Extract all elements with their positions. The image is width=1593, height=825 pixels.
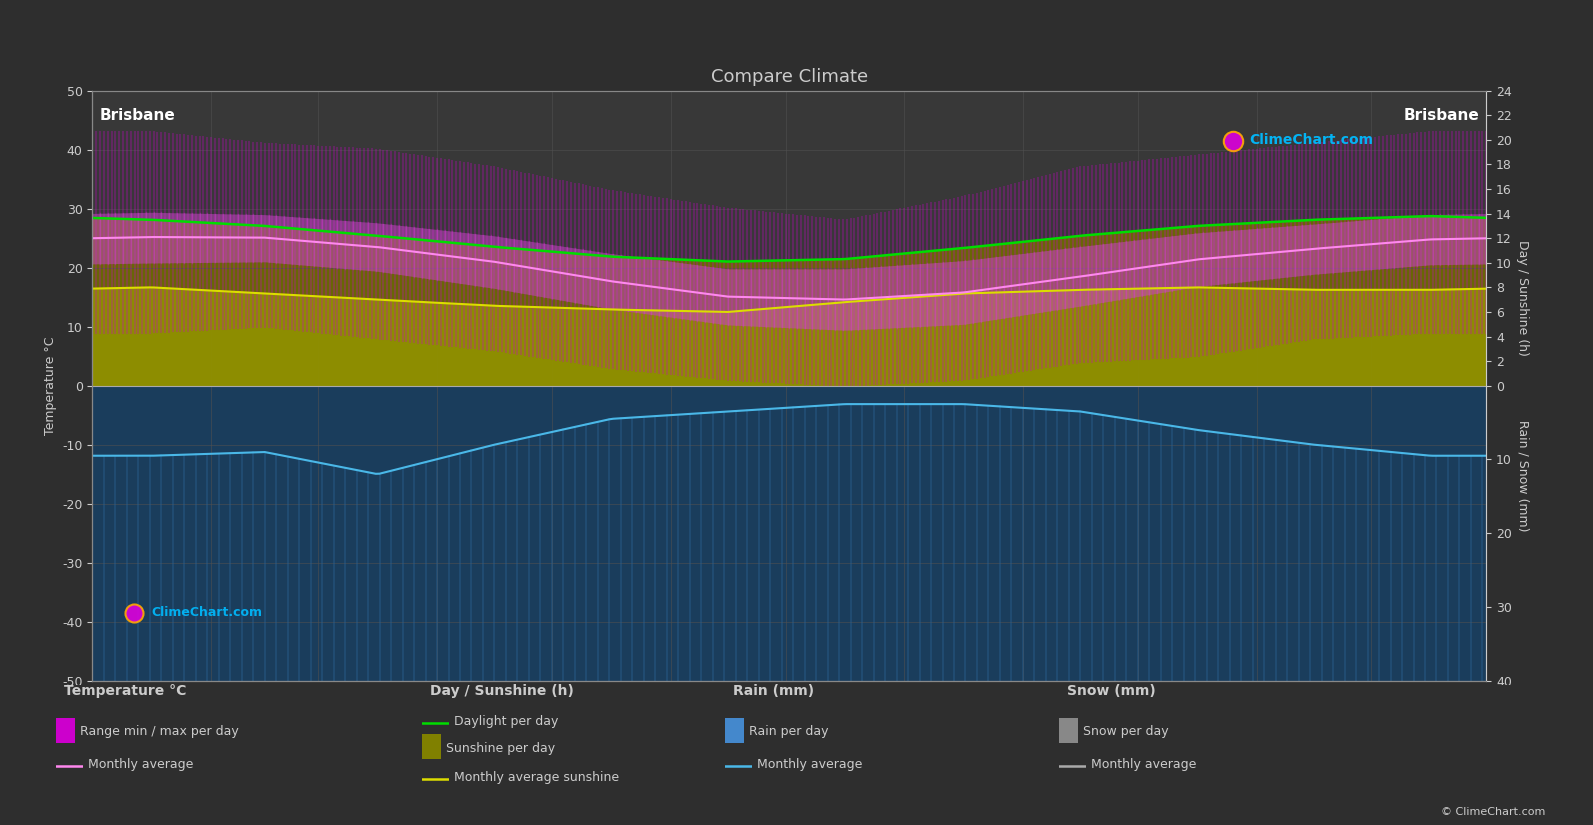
Text: © ClimeChart.com: © ClimeChart.com <box>1440 807 1545 817</box>
Text: Day / Sunshine (h): Day / Sunshine (h) <box>430 684 573 698</box>
Y-axis label: Temperature °C: Temperature °C <box>43 337 57 435</box>
Text: Monthly average: Monthly average <box>1091 758 1196 771</box>
Text: Range min / max per day: Range min / max per day <box>80 725 239 738</box>
Y-axis label: Day / Sunshine (h)                Rain / Snow (mm): Day / Sunshine (h) Rain / Snow (mm) <box>1515 240 1529 531</box>
Text: Brisbane: Brisbane <box>1403 108 1480 124</box>
Text: Sunshine per day: Sunshine per day <box>446 742 556 755</box>
Title: Compare Climate: Compare Climate <box>710 68 868 87</box>
Text: ClimeChart.com: ClimeChart.com <box>151 606 261 619</box>
Text: ClimeChart.com: ClimeChart.com <box>1249 133 1373 147</box>
Text: Monthly average sunshine: Monthly average sunshine <box>454 771 620 784</box>
Text: Rain (mm): Rain (mm) <box>733 684 814 698</box>
Text: Brisbane: Brisbane <box>99 108 175 124</box>
Text: Snow per day: Snow per day <box>1083 725 1169 738</box>
Text: Temperature °C: Temperature °C <box>64 684 186 698</box>
Text: Monthly average: Monthly average <box>88 758 193 771</box>
Text: Monthly average: Monthly average <box>757 758 862 771</box>
Text: Rain per day: Rain per day <box>749 725 828 738</box>
Text: Daylight per day: Daylight per day <box>454 714 559 728</box>
Text: Snow (mm): Snow (mm) <box>1067 684 1157 698</box>
